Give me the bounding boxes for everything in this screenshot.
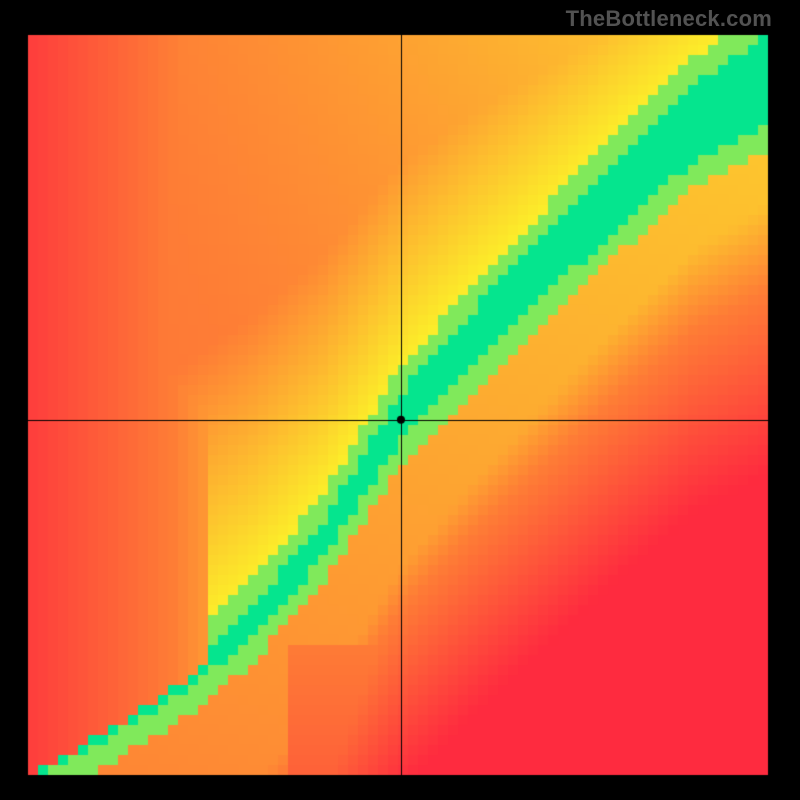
bottleneck-heatmap — [0, 0, 800, 800]
watermark-text: TheBottleneck.com — [566, 6, 772, 32]
